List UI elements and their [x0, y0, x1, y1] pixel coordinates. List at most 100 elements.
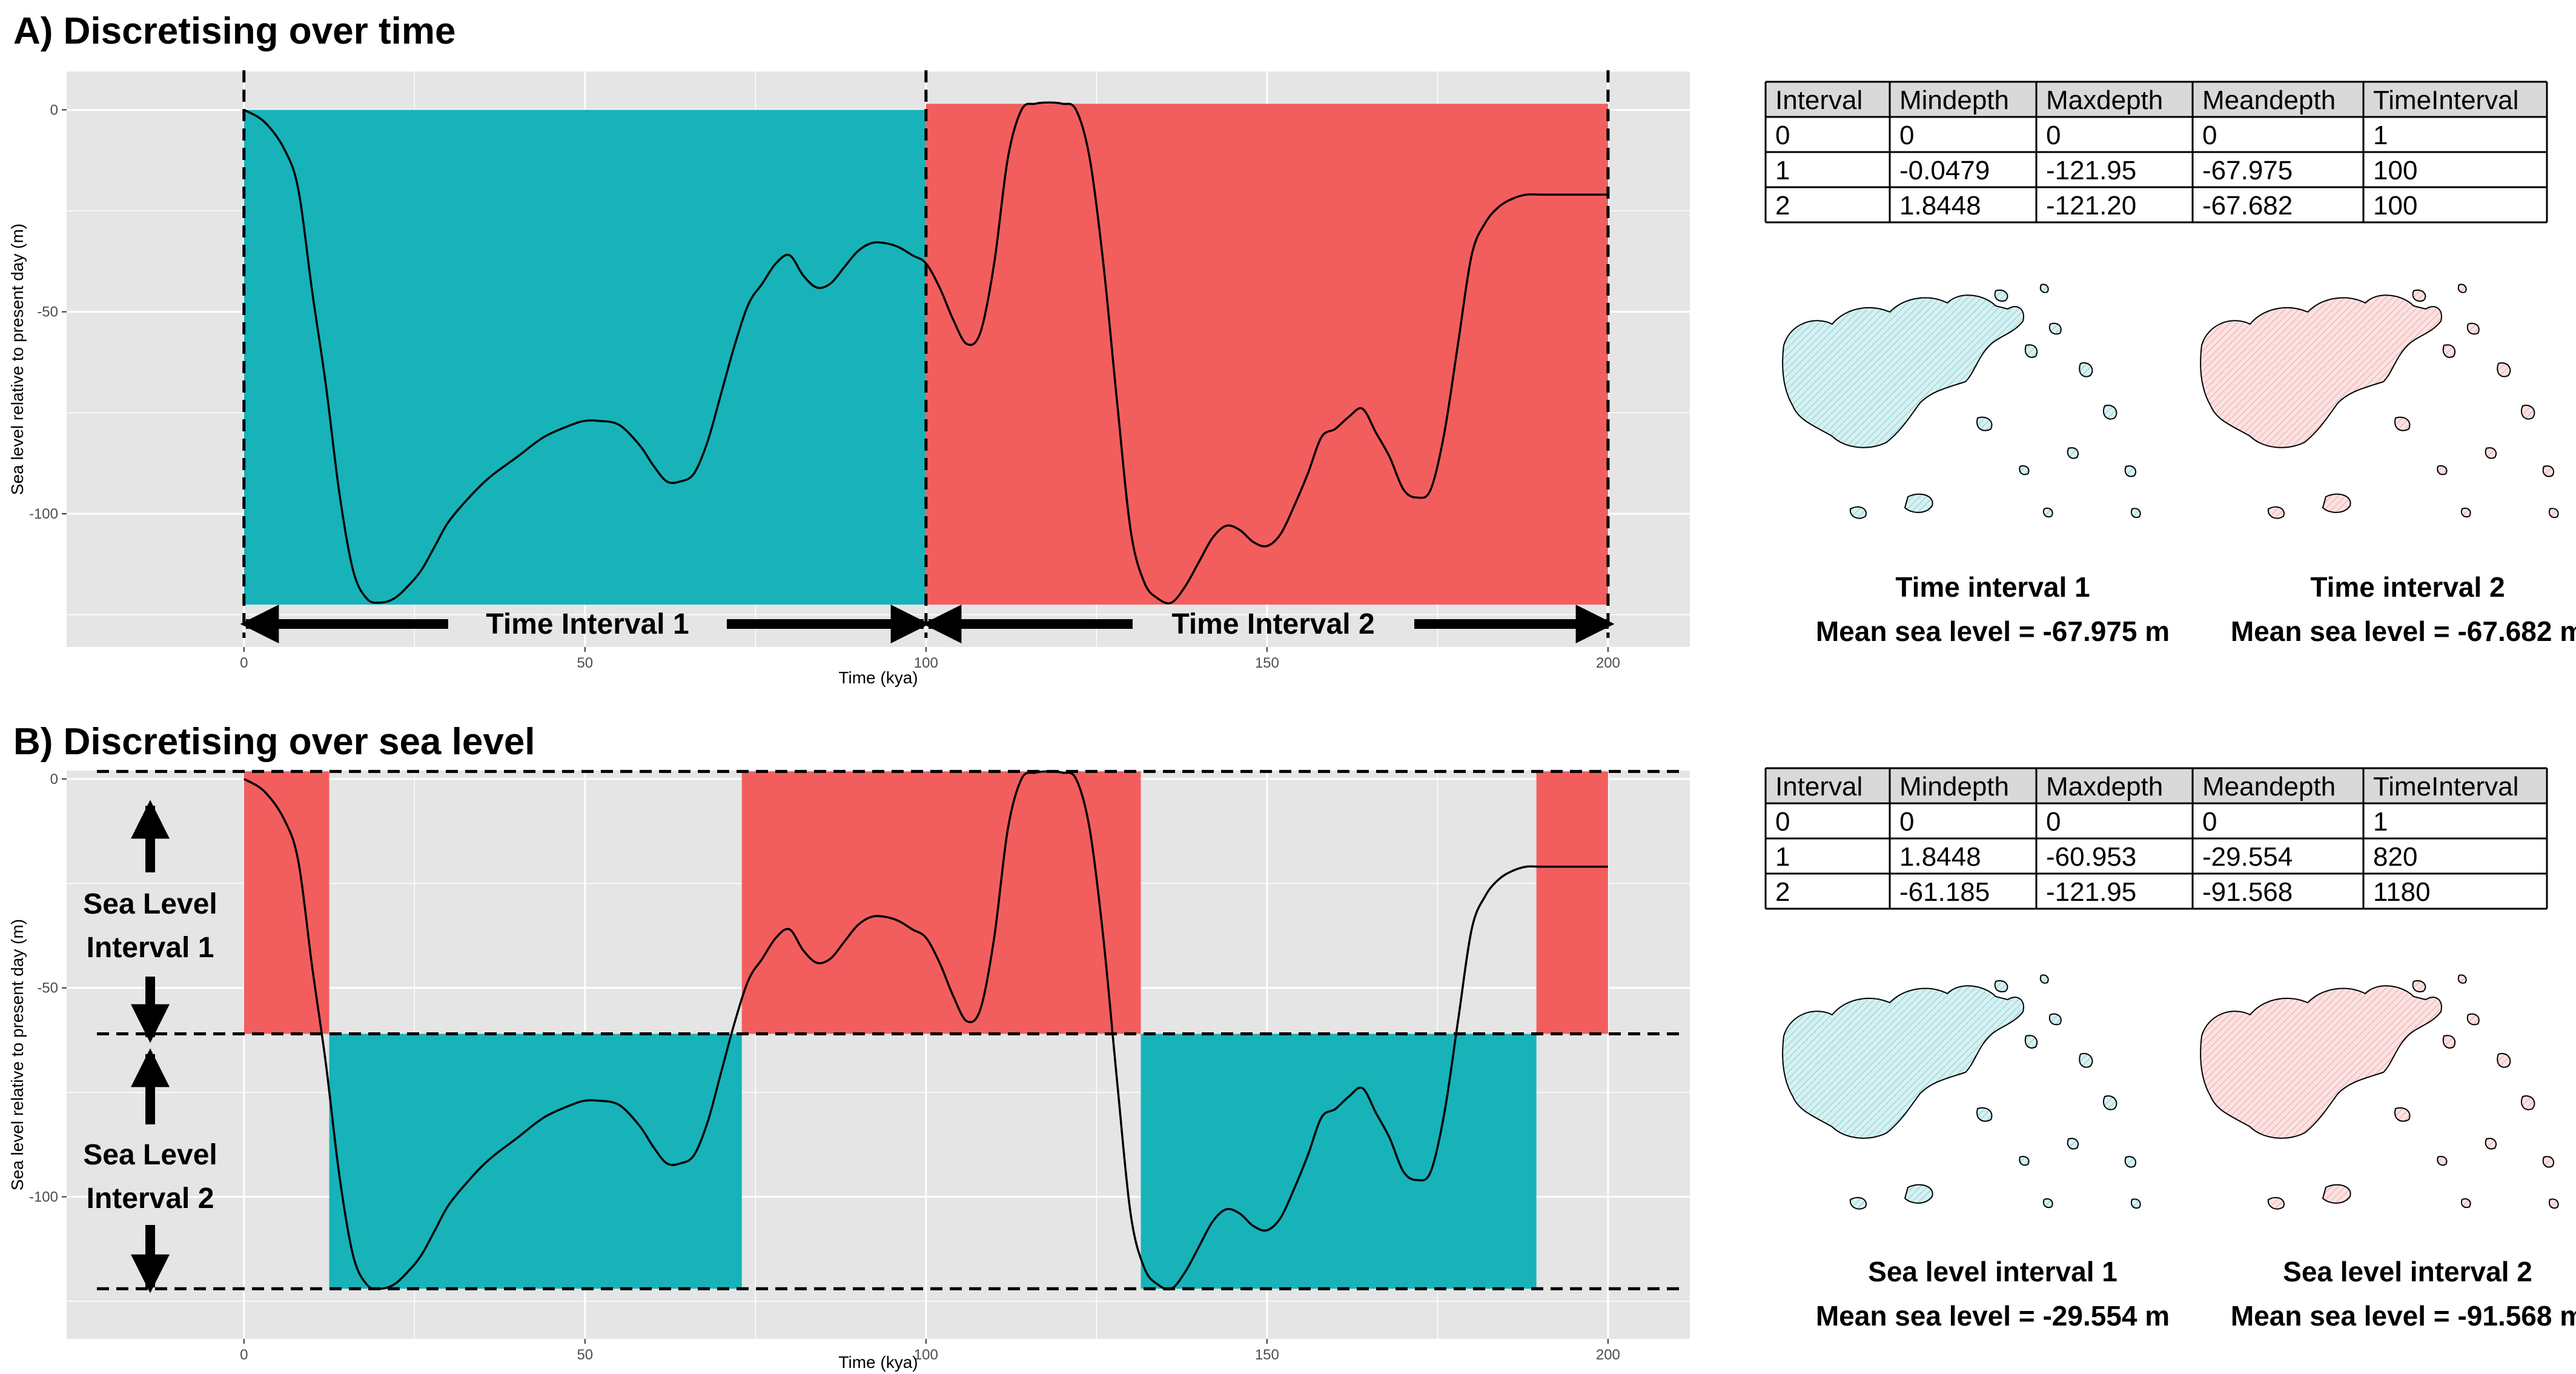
map-island — [2039, 284, 2049, 293]
sea-level-interval-2-label-line2: Interval 2 — [87, 1183, 214, 1215]
table-cell: -67.682 — [2202, 191, 2293, 221]
table-cell: 1 — [2373, 807, 2388, 837]
panel-b-axis-ticks: 0 50 100 150 200 0 -50 -100 — [29, 771, 1620, 1363]
interval-area-red — [741, 771, 1141, 1034]
table-header-cell: Interval — [1775, 85, 1862, 115]
map-island — [2485, 1138, 2497, 1150]
map-island — [1976, 416, 1993, 431]
x-tick-label: 200 — [1596, 1347, 1620, 1363]
x-tick-label: 100 — [914, 1347, 938, 1363]
sea-level-line — [243, 101, 1608, 605]
table-header-cell: Maxdepth — [2046, 772, 2163, 802]
map-island — [2497, 1053, 2511, 1068]
table-cell: 1 — [1775, 156, 1790, 185]
y-tick-label: 0 — [50, 771, 58, 788]
interval-area-red — [925, 104, 1608, 605]
panel-a-map-2-caption: Time interval 2 — [2310, 571, 2505, 603]
map-island — [2079, 362, 2093, 377]
map-island — [2521, 405, 2535, 420]
map-island — [2461, 1198, 2471, 1209]
table-cell: 0 — [2202, 807, 2217, 837]
interval-area-teal — [1141, 1034, 1537, 1289]
panel-a-title: A) Discretising over time — [13, 10, 455, 52]
table-cell: -67.975 — [2202, 156, 2293, 185]
y-tick-label: -100 — [29, 506, 58, 522]
map-island — [2024, 344, 2038, 358]
table-cell: 100 — [2373, 156, 2417, 185]
panel-b-map-2-mean: Mean sea level = -91.568 m — [2231, 1300, 2576, 1332]
map-island — [2412, 289, 2426, 302]
map-island — [2466, 1013, 2480, 1026]
map-island — [2542, 1156, 2555, 1168]
map-island — [1976, 1107, 1993, 1122]
table-cell: 0 — [2046, 807, 2061, 837]
time-interval-1-label: Time Interval 1 — [486, 608, 689, 640]
panel-a-interval-areas — [243, 104, 1608, 605]
x-tick-label: 150 — [1255, 655, 1279, 671]
panel-a-interval-table: Interval Mindepth Maxdepth Meandepth TimeInt… — [1764, 81, 2548, 224]
table-cell: 0 — [2046, 121, 2061, 150]
table-cell: -60.953 — [2046, 842, 2136, 872]
map-island — [2394, 416, 2411, 431]
table-cell: 820 — [2373, 842, 2417, 872]
map-landmass — [1782, 985, 2024, 1139]
map-island — [2542, 465, 2555, 477]
x-tick-label: 150 — [1255, 1347, 1279, 1363]
map-island — [2442, 1035, 2456, 1049]
table-cell: -121.95 — [2046, 156, 2136, 185]
table-cell: -91.568 — [2202, 877, 2293, 907]
table-cell: 100 — [2373, 191, 2417, 221]
map-island — [2549, 1198, 2559, 1209]
panel-b-map-2-caption: Sea level interval 2 — [2283, 1256, 2532, 1287]
table-cell: 0 — [1775, 121, 1790, 150]
map-island — [2457, 974, 2467, 984]
x-tick-label: 0 — [240, 655, 248, 671]
table-cell: -0.0479 — [1899, 156, 1990, 185]
table-cell: 1180 — [2373, 877, 2431, 907]
table-header-cell: Mindepth — [1899, 772, 2009, 802]
map-island — [1994, 289, 2008, 302]
panel-a-map-2 — [2200, 284, 2559, 519]
table-header-cell: Meandepth — [2202, 772, 2336, 802]
table-header-cell: TimeInterval — [2373, 772, 2518, 802]
map-island — [2103, 1095, 2117, 1110]
panel-a-interval-boundaries — [242, 70, 1610, 638]
y-tick-label: -50 — [37, 304, 58, 320]
map-island — [2485, 447, 2497, 459]
map-island — [2521, 1095, 2535, 1110]
table-cell: 1.8448 — [1899, 191, 1981, 221]
x-tick-label: 50 — [577, 1347, 593, 1363]
panel-b: B) Discretising over sea level 0 50 100 150… — [8, 721, 2576, 1372]
panel-b-interval-arrows: Sea Level Interval 1 Sea Level Interval … — [83, 800, 217, 1293]
panel-b-map-1-caption: Sea level interval 1 — [1868, 1256, 2117, 1287]
sea-level-interval-1-label-line2: Interval 1 — [87, 932, 214, 964]
map-island — [2442, 344, 2456, 358]
panel-a-interval-arrows: Time Interval 1 Time Interval 2 — [240, 605, 1615, 643]
table-cell: 0 — [1899, 807, 1914, 837]
x-tick-label: 100 — [914, 655, 938, 671]
map-island — [1849, 506, 1867, 519]
map-island — [2103, 405, 2117, 420]
map-island — [1994, 980, 2008, 992]
sea-level-interval-1-label-line1: Sea Level — [83, 888, 217, 920]
table-header-cell: Maxdepth — [2046, 85, 2163, 115]
panel-b-x-axis-label: Time (kya) — [838, 1353, 918, 1372]
map-island — [1904, 493, 1933, 513]
table-cell: 1.8448 — [1899, 842, 1981, 872]
table-header-cell: Interval — [1775, 772, 1862, 802]
map-island — [2124, 465, 2137, 477]
table-cell: -121.95 — [2046, 877, 2136, 907]
map-island — [2067, 1138, 2079, 1150]
panel-b-map-1-mean: Mean sea level = -29.554 m — [1816, 1300, 2170, 1332]
map-island — [2024, 1035, 2038, 1049]
map-island — [2461, 508, 2471, 518]
panel-b-title: B) Discretising over sea level — [13, 721, 535, 763]
panel-b-map-2 — [2200, 974, 2559, 1210]
table-cell: 1 — [2373, 121, 2388, 150]
panel-a: A) Discretising over time 0 50 100 150 2000-… — [8, 10, 2576, 687]
map-island — [2457, 284, 2467, 293]
panel-a-map-1-caption: Time interval 1 — [1895, 571, 2090, 603]
x-tick-label: 0 — [240, 1347, 248, 1363]
map-island — [2039, 974, 2049, 984]
